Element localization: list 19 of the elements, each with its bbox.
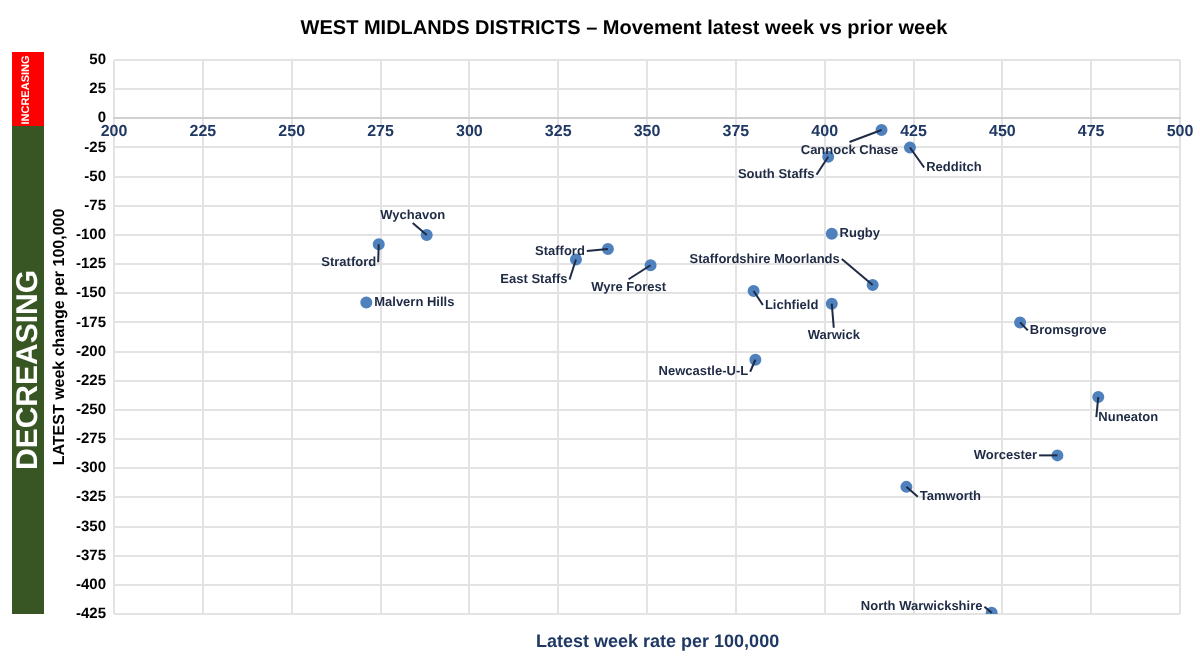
x-tick-label: 475 xyxy=(1077,122,1106,141)
x-tick-label: 200 xyxy=(100,122,129,141)
point xyxy=(825,227,838,240)
x-tick-label: 500 xyxy=(1166,122,1195,141)
x-tick-label: 350 xyxy=(633,122,662,141)
y-axis-title: LATEST week change per 100,000 xyxy=(50,207,69,466)
x-axis-title: Latest week rate per 100,000 xyxy=(536,630,780,651)
x-tick-label: 225 xyxy=(189,122,218,141)
chart-title: WEST MIDLANDS DISTRICTS – Movement latest week vs prior week xyxy=(300,17,949,40)
x-tick-label: 250 xyxy=(278,122,307,141)
x-tick-label: 325 xyxy=(544,122,573,141)
x-tick-label: 375 xyxy=(722,122,751,141)
x-tick-label: 450 xyxy=(988,122,1017,141)
x-tick-label: 425 xyxy=(900,122,928,141)
x-tick-label: 400 xyxy=(811,122,840,141)
point xyxy=(360,296,373,309)
x-tick-label: 300 xyxy=(455,122,484,141)
x-tick-label: 275 xyxy=(367,122,395,141)
decreasing-box: DECREASING xyxy=(12,126,44,614)
